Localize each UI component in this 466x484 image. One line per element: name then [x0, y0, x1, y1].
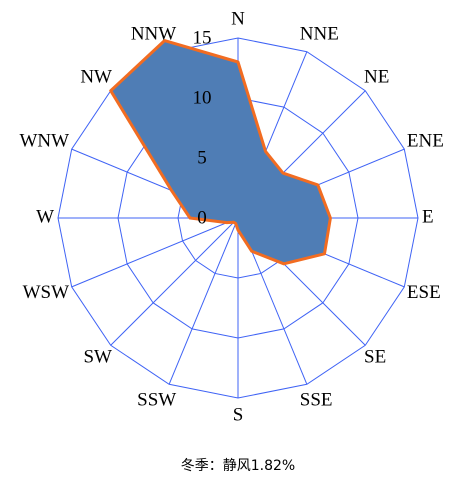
category-label: N: [231, 8, 245, 29]
spoke: [168, 217, 239, 385]
spoke: [110, 217, 239, 346]
category-label: E: [422, 206, 434, 227]
category-label: SSE: [300, 389, 333, 410]
category-label: NE: [364, 66, 389, 87]
category-label: NW: [80, 66, 112, 87]
category-label: SE: [364, 346, 386, 367]
category-label: W: [36, 206, 54, 227]
category-label: ENE: [407, 131, 444, 152]
data-area: [109, 39, 332, 266]
category-label: NNE: [300, 23, 339, 44]
category-label: ESE: [407, 282, 441, 303]
caption: 冬季：静风1.82%: [181, 458, 295, 474]
spoke: [71, 217, 239, 288]
category-label: WNW: [19, 131, 69, 152]
category-label: S: [233, 404, 244, 425]
r-tick-label: 0: [197, 207, 207, 228]
category-label: SSW: [137, 389, 176, 410]
r-tick-label: 10: [193, 87, 212, 108]
category-label: NNW: [131, 23, 176, 44]
r-tick-label: 5: [197, 147, 207, 168]
r-tick-label: 15: [193, 27, 212, 48]
category-label: SW: [83, 346, 112, 367]
category-label: WSW: [23, 282, 70, 303]
